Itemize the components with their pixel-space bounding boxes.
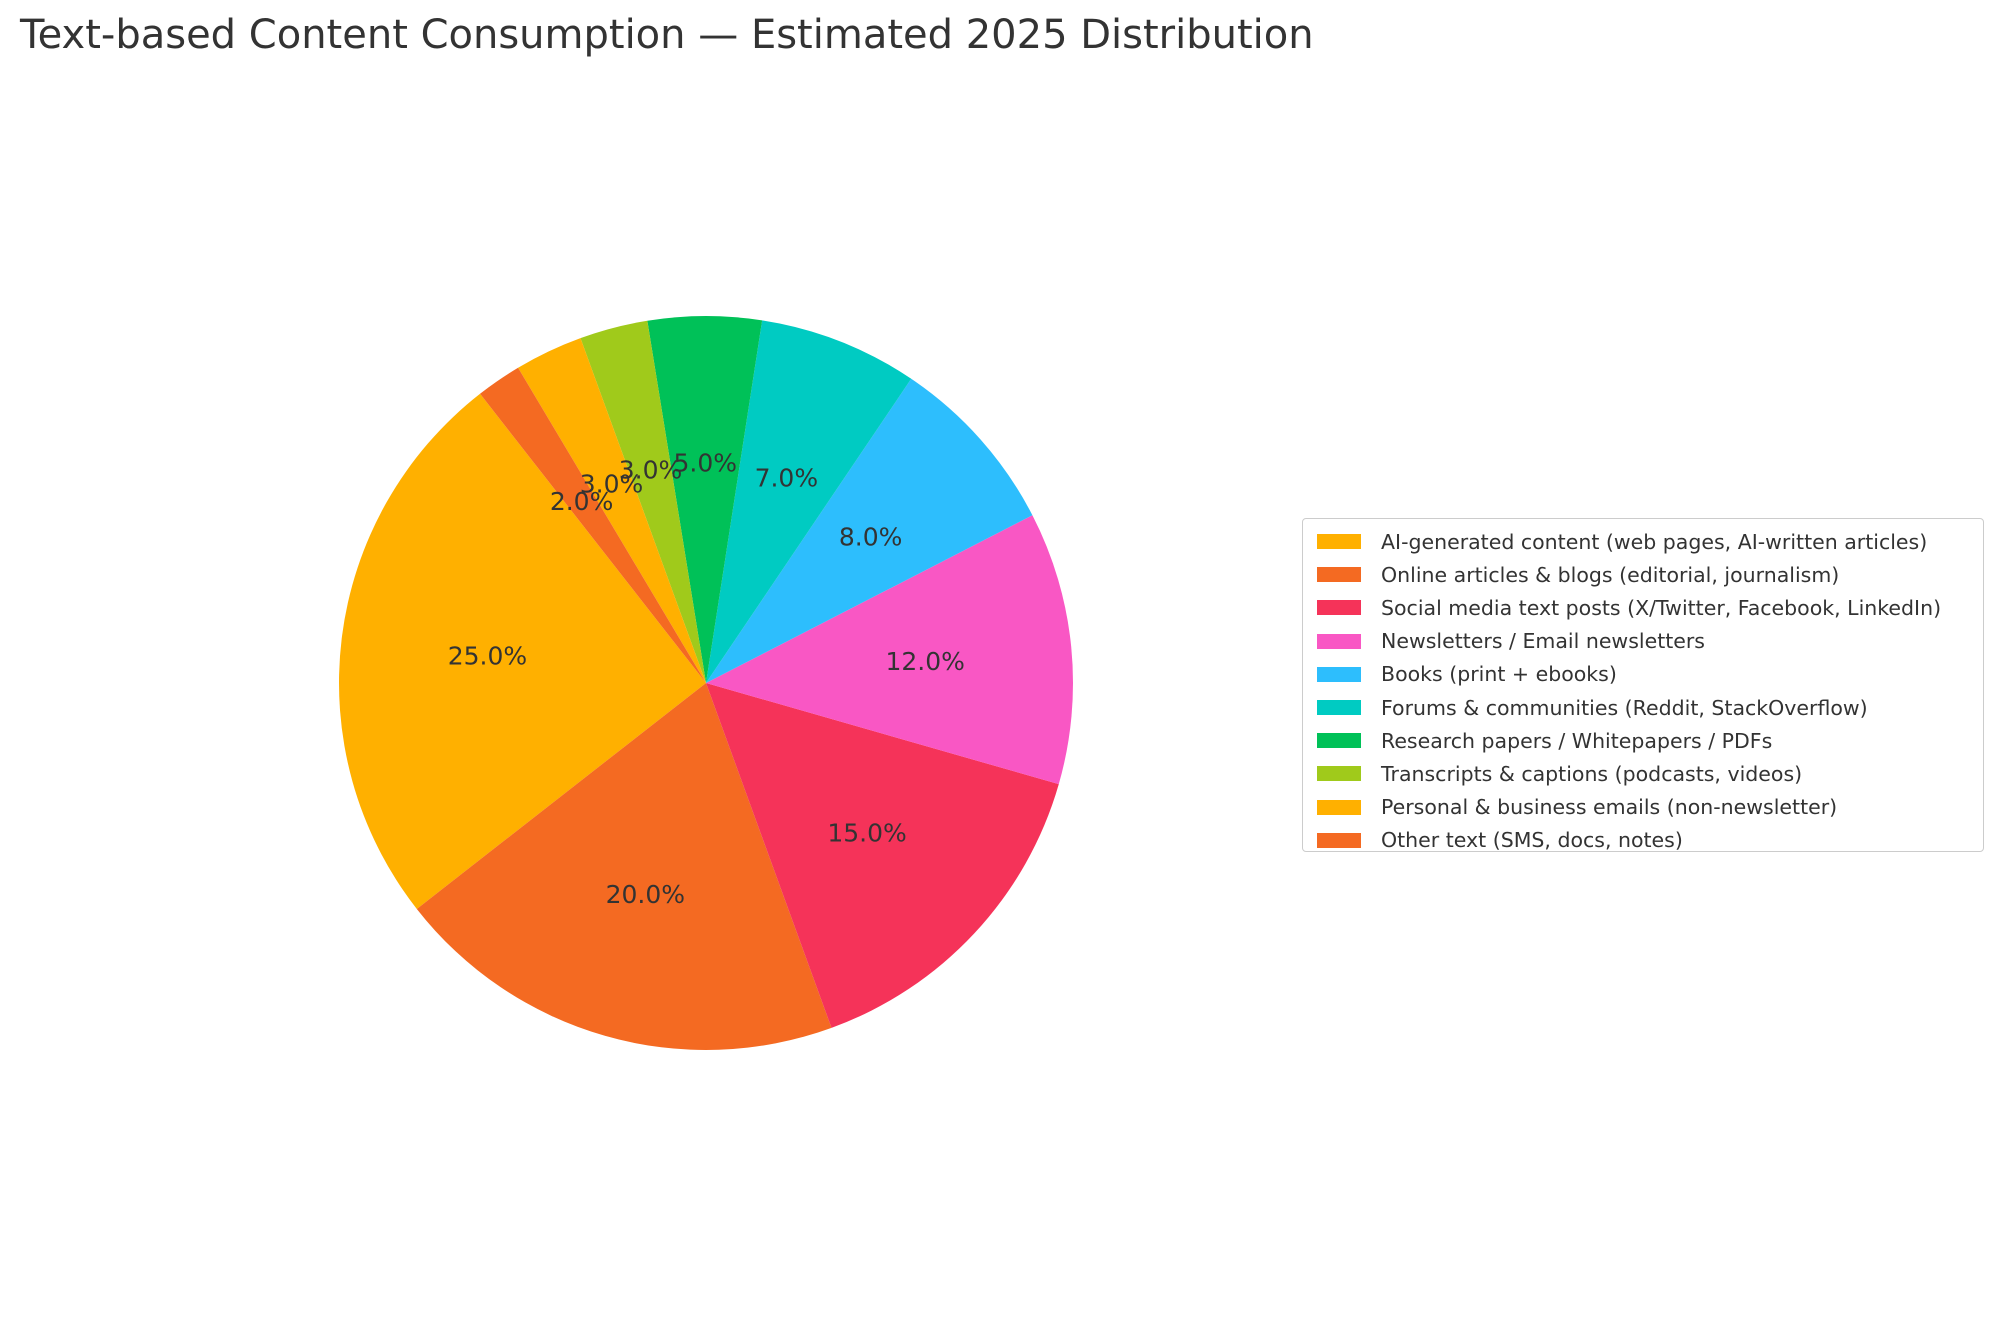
pie-labels: 25.0%20.0%15.0%12.0%8.0%7.0%5.0%3.0%3.0%…	[448, 448, 965, 909]
legend-label: Other text (SMS, docs, notes)	[1381, 828, 1683, 853]
slice-pct-label-9: 3.0%	[580, 470, 644, 499]
pie-slice-4	[706, 515, 1073, 785]
slice-pct-label-5: 8.0%	[839, 522, 903, 551]
legend-swatch	[1317, 766, 1361, 782]
pie-slice-8	[580, 320, 706, 683]
pie-slice-3	[706, 683, 1059, 1028]
legend-swatch	[1317, 832, 1361, 848]
legend-label: Transcripts & captions (podcasts, videos…	[1381, 761, 1803, 786]
legend-item: Forums & communities (Reddit, StackOverf…	[1317, 691, 1983, 724]
pie-slice-5	[706, 378, 1033, 683]
legend-item: Other text (SMS, docs, notes)	[1317, 824, 1983, 857]
legend-swatch	[1317, 534, 1361, 550]
slice-pct-label-4: 12.0%	[885, 647, 964, 676]
slice-pct-label-7: 5.0%	[673, 448, 737, 477]
slice-pct-label-8: 3.0%	[619, 455, 683, 484]
legend-label: Forums & communities (Reddit, StackOverf…	[1381, 695, 1868, 720]
legend-label: Personal & business emails (non-newslett…	[1381, 795, 1838, 820]
pie-slices	[339, 315, 1073, 1050]
legend-label: Social media text posts (X/Twitter, Face…	[1381, 595, 1942, 620]
legend-item: Transcripts & captions (podcasts, videos…	[1317, 757, 1983, 790]
legend-item: Research papers / Whitepapers / PDFs	[1317, 724, 1983, 757]
slice-pct-label-2: 20.0%	[606, 880, 685, 909]
legend-item: Books (print + ebooks)	[1317, 658, 1983, 691]
legend-label: AI-generated content (web pages, AI-writ…	[1381, 529, 1928, 554]
legend-label: Online articles & blogs (editorial, jour…	[1381, 562, 1840, 587]
legend-item: Newsletters / Email newsletters	[1317, 625, 1983, 658]
legend-swatch	[1317, 633, 1361, 649]
pie-slice-9	[518, 338, 706, 683]
pie-slice-1	[339, 393, 706, 909]
pie-slice-2	[416, 683, 832, 1050]
legend-item: Online articles & blogs (editorial, jour…	[1317, 558, 1983, 591]
legend-item: Social media text posts (X/Twitter, Face…	[1317, 591, 1983, 624]
legend-item: Personal & business emails (non-newslett…	[1317, 791, 1983, 824]
legend-label: Newsletters / Email newsletters	[1381, 629, 1705, 654]
chart-title: Text-based Content Consumption — Estimat…	[20, 12, 1314, 58]
legend-swatch	[1317, 799, 1361, 815]
legend-label: Books (print + ebooks)	[1381, 662, 1617, 687]
legend-swatch	[1317, 700, 1361, 716]
legend-swatch	[1317, 567, 1361, 583]
legend-label: Research papers / Whitepapers / PDFs	[1381, 728, 1773, 753]
legend-item: AI-generated content (web pages, AI-writ…	[1317, 525, 1983, 558]
legend: AI-generated content (web pages, AI-writ…	[1302, 518, 1984, 852]
legend-swatch	[1317, 666, 1361, 682]
slice-pct-label-3: 15.0%	[827, 819, 906, 848]
slice-pct-label-6: 7.0%	[755, 463, 819, 492]
pie-slice-7	[647, 315, 763, 683]
slice-pct-label-10: 2.0%	[550, 487, 614, 516]
legend-swatch	[1317, 600, 1361, 616]
pie-slice-6	[706, 320, 912, 683]
pie-slice-10	[480, 367, 706, 683]
legend-swatch	[1317, 733, 1361, 749]
slice-pct-label-1: 25.0%	[448, 642, 527, 671]
